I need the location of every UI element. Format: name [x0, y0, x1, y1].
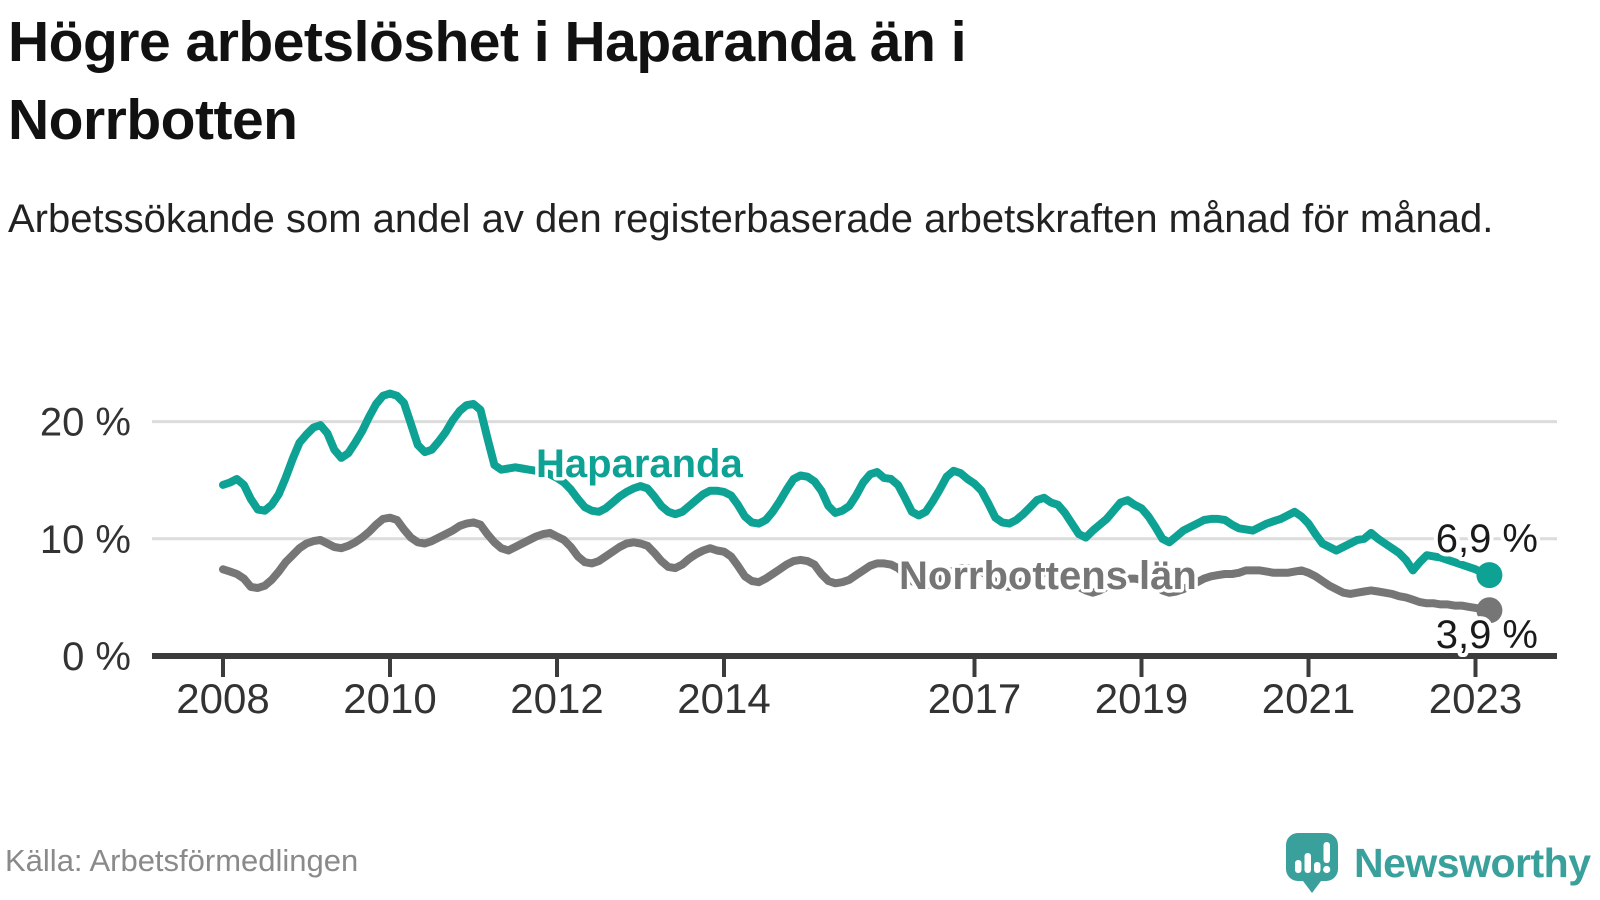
- series-lines: [219, 389, 1494, 615]
- newsworthy-brand: Newsworthy: [1286, 833, 1591, 893]
- haparanda-line: [219, 389, 1494, 580]
- x-tick-label-2008: 2008: [176, 675, 269, 722]
- chart-header: Högre arbetslöshet i Haparanda än i Norr…: [8, 4, 1568, 245]
- chart-title: Högre arbetslöshet i Haparanda än i Norr…: [8, 10, 967, 152]
- logo-exclamation-dot: [1323, 865, 1331, 874]
- x-tick-label-2017: 2017: [928, 675, 1021, 722]
- logo-bar-1: [1295, 860, 1302, 873]
- chart-subtitle: Arbetssökande som andel av den registerb…: [8, 197, 1494, 242]
- y-axis-labels: 0 % 10 % 20 %: [40, 401, 131, 679]
- y-tick-label-20: 20 %: [40, 401, 131, 445]
- newsworthy-brand-name: Newsworthy: [1354, 840, 1591, 886]
- haparanda-end-dot: [1476, 562, 1503, 589]
- haparanda-end-value-label: 6,9 %: [1436, 517, 1538, 561]
- logo-exclamation-bar: [1323, 842, 1330, 863]
- y-tick-label-0: 0 %: [62, 635, 131, 679]
- x-tick-label-2012: 2012: [510, 675, 603, 722]
- x-tick-label-2019: 2019: [1095, 675, 1188, 722]
- norrbotten-end-dot: [1476, 597, 1503, 624]
- x-tick-label-2021: 2021: [1262, 675, 1355, 722]
- logo-bar-3: [1314, 862, 1321, 873]
- gridlines: [152, 420, 1557, 541]
- y-tick-label-10: 10 %: [40, 518, 131, 562]
- x-tick-label-2014: 2014: [677, 675, 770, 722]
- norrbotten-series-label: Norrbottens län: [899, 554, 1197, 598]
- x-tick-label-2010: 2010: [343, 675, 436, 722]
- x-axis-ticks: 2008 2010 2012 2014 2017 2019 2021 2023: [176, 659, 1522, 722]
- newsworthy-logo-icon: [1286, 833, 1338, 893]
- haparanda-series-label: Haparanda: [536, 442, 743, 486]
- norrbotten-line: [219, 513, 1494, 615]
- x-tick-label-2023: 2023: [1429, 675, 1522, 722]
- source-note: Källa: Arbetsförmedlingen: [5, 843, 359, 878]
- norrbotten-end-value-label: 3,9 %: [1436, 613, 1538, 657]
- logo-bar-2: [1304, 853, 1311, 873]
